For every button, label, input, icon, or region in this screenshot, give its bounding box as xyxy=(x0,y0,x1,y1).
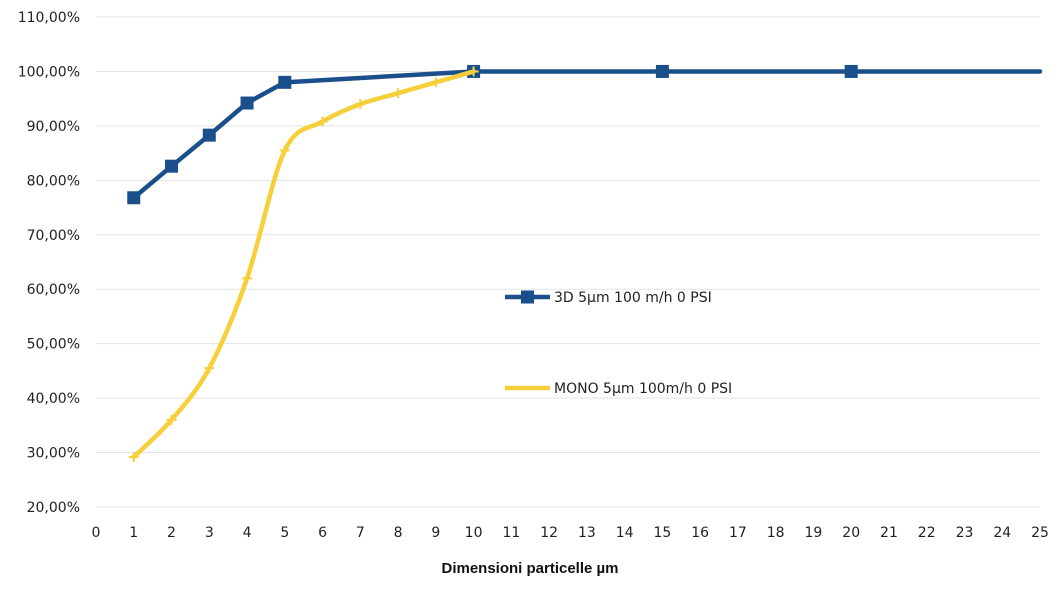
x-axis-tick-labels: 0 1 2 3 4 5 6 7 8 9 10 11 12 13 14 15 16 17 18 19 20 21 22 23 24… xyxy=(92,525,1049,541)
x-tick-label: 14 xyxy=(616,525,634,541)
x-tick-label: 23 xyxy=(956,525,974,541)
series-1 xyxy=(127,64,1043,205)
data-point xyxy=(127,191,141,205)
legend-label: 3D 5µm 100 m/h 0 PSI xyxy=(554,290,712,306)
y-tick-label: 20,00% xyxy=(27,500,80,516)
x-tick-label: 8 xyxy=(394,525,403,541)
y-axis-tick-labels: 20,00% 30,00% 40,00% 50,00% 60,00% 70,00% 80,0… xyxy=(18,10,80,516)
x-tick-label: 16 xyxy=(691,525,709,541)
x-tick-label: 2 xyxy=(167,525,176,541)
x-tick-label: 0 xyxy=(92,525,101,541)
data-point xyxy=(430,77,441,88)
x-tick-label: 17 xyxy=(729,525,747,541)
x-tick-label: 13 xyxy=(578,525,596,541)
x-tick-label: 10 xyxy=(465,525,483,541)
y-tick-label: 110,00% xyxy=(18,10,80,26)
y-tick-label: 30,00% xyxy=(27,446,80,462)
legend-item-1: 3D 5µm 100 m/h 0 PSI xyxy=(505,290,712,306)
x-tick-label: 12 xyxy=(540,525,558,541)
y-tick-label: 50,00% xyxy=(27,337,80,353)
y-tick-label: 80,00% xyxy=(27,173,80,189)
x-tick-label: 18 xyxy=(767,525,785,541)
x-tick-label: 4 xyxy=(243,525,252,541)
data-point xyxy=(242,273,253,284)
x-tick-label: 20 xyxy=(842,525,860,541)
x-tick-label: 11 xyxy=(502,525,520,541)
series-lines xyxy=(127,64,1043,462)
series-2 xyxy=(128,66,479,462)
x-tick-label: 5 xyxy=(280,525,289,541)
legend: 3D 5µm 100 m/h 0 PSI MONO 5µm 100m/h 0 PS… xyxy=(505,290,732,397)
data-point xyxy=(240,96,254,110)
series-line xyxy=(131,69,476,460)
gridlines xyxy=(96,16,1040,508)
x-tick-label: 1 xyxy=(129,525,138,541)
x-tick-label: 22 xyxy=(918,525,936,541)
x-tick-label: 9 xyxy=(431,525,440,541)
data-point xyxy=(128,451,139,462)
data-point xyxy=(166,414,177,425)
y-tick-label: 90,00% xyxy=(27,119,80,135)
x-tick-label: 21 xyxy=(880,525,898,541)
data-point xyxy=(393,88,404,99)
y-tick-label: 60,00% xyxy=(27,282,80,298)
x-tick-label: 24 xyxy=(993,525,1011,541)
y-tick-label: 40,00% xyxy=(27,391,80,407)
legend-marker xyxy=(521,290,534,304)
data-point xyxy=(317,116,328,127)
x-tick-label: 3 xyxy=(205,525,214,541)
x-tick-label: 15 xyxy=(653,525,671,541)
series-line xyxy=(131,69,1043,201)
x-tick-label: 7 xyxy=(356,525,365,541)
data-point xyxy=(202,128,216,142)
data-point xyxy=(844,64,858,78)
y-tick-label: 100,00% xyxy=(18,64,80,80)
x-tick-label: 19 xyxy=(805,525,823,541)
data-point xyxy=(279,145,290,156)
data-point xyxy=(468,66,479,77)
y-tick-label: 70,00% xyxy=(27,228,80,244)
data-point xyxy=(278,75,292,89)
data-point xyxy=(204,363,215,374)
x-tick-label: 6 xyxy=(318,525,327,541)
legend-item-2: MONO 5µm 100m/h 0 PSI xyxy=(505,381,732,397)
data-point xyxy=(165,159,179,173)
x-axis-title: Dimensioni particelle µm xyxy=(441,560,618,577)
legend-label: MONO 5µm 100m/h 0 PSI xyxy=(554,381,732,397)
x-tick-label: 25 xyxy=(1031,525,1049,541)
data-point xyxy=(355,99,366,110)
data-point xyxy=(655,64,669,78)
